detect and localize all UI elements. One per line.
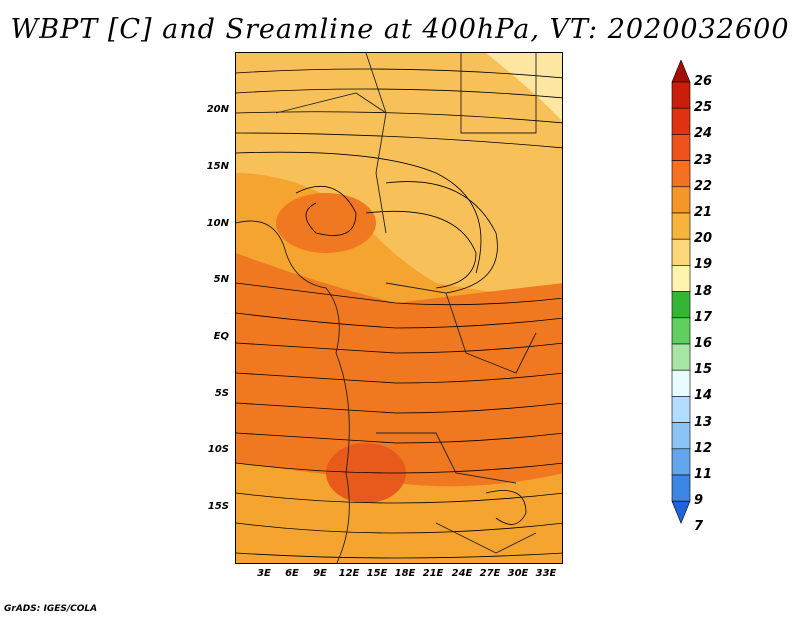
map-canvas bbox=[236, 53, 562, 563]
colorbar-bin bbox=[671, 343, 691, 371]
lon-label-6e: 6E bbox=[285, 568, 299, 579]
lon-label-24e: 24E bbox=[451, 568, 473, 579]
lat-label-10s: 10S bbox=[207, 444, 229, 455]
colorbar-bin bbox=[671, 160, 691, 188]
lat-label-15n: 15N bbox=[206, 161, 229, 172]
colorbar-bin bbox=[671, 81, 691, 109]
lon-label-27e: 27E bbox=[479, 568, 501, 579]
colorbar-label: 17 bbox=[694, 309, 713, 325]
colorbar-bin bbox=[671, 422, 691, 450]
lat-label-20n: 20N bbox=[206, 104, 229, 115]
lon-label-33e: 33E bbox=[535, 568, 557, 579]
colorbar-bin bbox=[671, 107, 691, 135]
lon-label-18e: 18E bbox=[394, 568, 416, 579]
colorbar-bin bbox=[671, 186, 691, 214]
field-hot-3 bbox=[376, 353, 496, 413]
colorbar-bin bbox=[671, 265, 691, 292]
colorbar-bin bbox=[671, 291, 691, 319]
colorbar-label: 24 bbox=[694, 126, 713, 142]
lon-label-12e: 12E bbox=[338, 568, 360, 579]
field-cool-north bbox=[236, 53, 562, 303]
colorbar-label: 19 bbox=[694, 257, 713, 273]
colorbar-label: 18 bbox=[694, 283, 713, 299]
lat-label-15s: 15S bbox=[207, 501, 229, 512]
colorbar-label: 9 bbox=[694, 493, 704, 509]
country-borders bbox=[236, 53, 537, 563]
colorbar-cap-bottom bbox=[671, 500, 691, 524]
map-title: WBPT [C] and Sreamline at 400hPa, VT: 20… bbox=[10, 14, 790, 45]
colorbar-label: 20 bbox=[694, 231, 713, 247]
colorbar-bin bbox=[671, 396, 691, 423]
field-pale-ne bbox=[486, 53, 562, 121]
colorbar-label: 11 bbox=[694, 467, 713, 482]
colorbar-label: 7 bbox=[694, 519, 704, 535]
colorbar-bin bbox=[671, 238, 691, 266]
lat-label-eq: EQ bbox=[213, 331, 229, 342]
lon-label-9e: 9E bbox=[313, 568, 327, 579]
map-panel bbox=[235, 52, 563, 564]
field-hot-2 bbox=[276, 193, 376, 253]
colorbar-bin bbox=[671, 369, 691, 397]
colorbar-label: 21 bbox=[694, 205, 713, 220]
colorbar-label: 14 bbox=[694, 388, 713, 404]
colorbar-label: 13 bbox=[694, 414, 713, 430]
colorbar-bin bbox=[671, 474, 691, 502]
colorbar bbox=[671, 60, 691, 524]
colorbar-label: 23 bbox=[694, 152, 713, 168]
colorbar-label: 25 bbox=[694, 100, 713, 116]
grads-credit: GrADS: IGES/COLA bbox=[4, 604, 98, 614]
lat-label-5s: 5S bbox=[214, 388, 229, 399]
colorbar-bin bbox=[671, 448, 691, 476]
colorbar-label: 22 bbox=[694, 178, 713, 194]
streamlines bbox=[236, 68, 562, 559]
colorbar-label: 26 bbox=[694, 74, 713, 89]
lon-label-15e: 15E bbox=[366, 568, 388, 579]
colorbar-label: 16 bbox=[694, 336, 713, 351]
colorbar-bin bbox=[671, 134, 691, 161]
colorbar-label: 15 bbox=[694, 362, 713, 378]
lat-label-5n: 5N bbox=[213, 274, 229, 285]
colorbar-bin bbox=[671, 317, 691, 345]
lon-label-21e: 21E bbox=[422, 568, 444, 579]
lat-label-10n: 10N bbox=[206, 218, 229, 229]
colorbar-bin bbox=[671, 212, 691, 240]
lon-label-3e: 3E bbox=[257, 568, 271, 579]
colorbar-label: 12 bbox=[694, 440, 713, 456]
lon-label-30e: 30E bbox=[507, 568, 529, 579]
colorbar-cap-top bbox=[671, 60, 691, 83]
